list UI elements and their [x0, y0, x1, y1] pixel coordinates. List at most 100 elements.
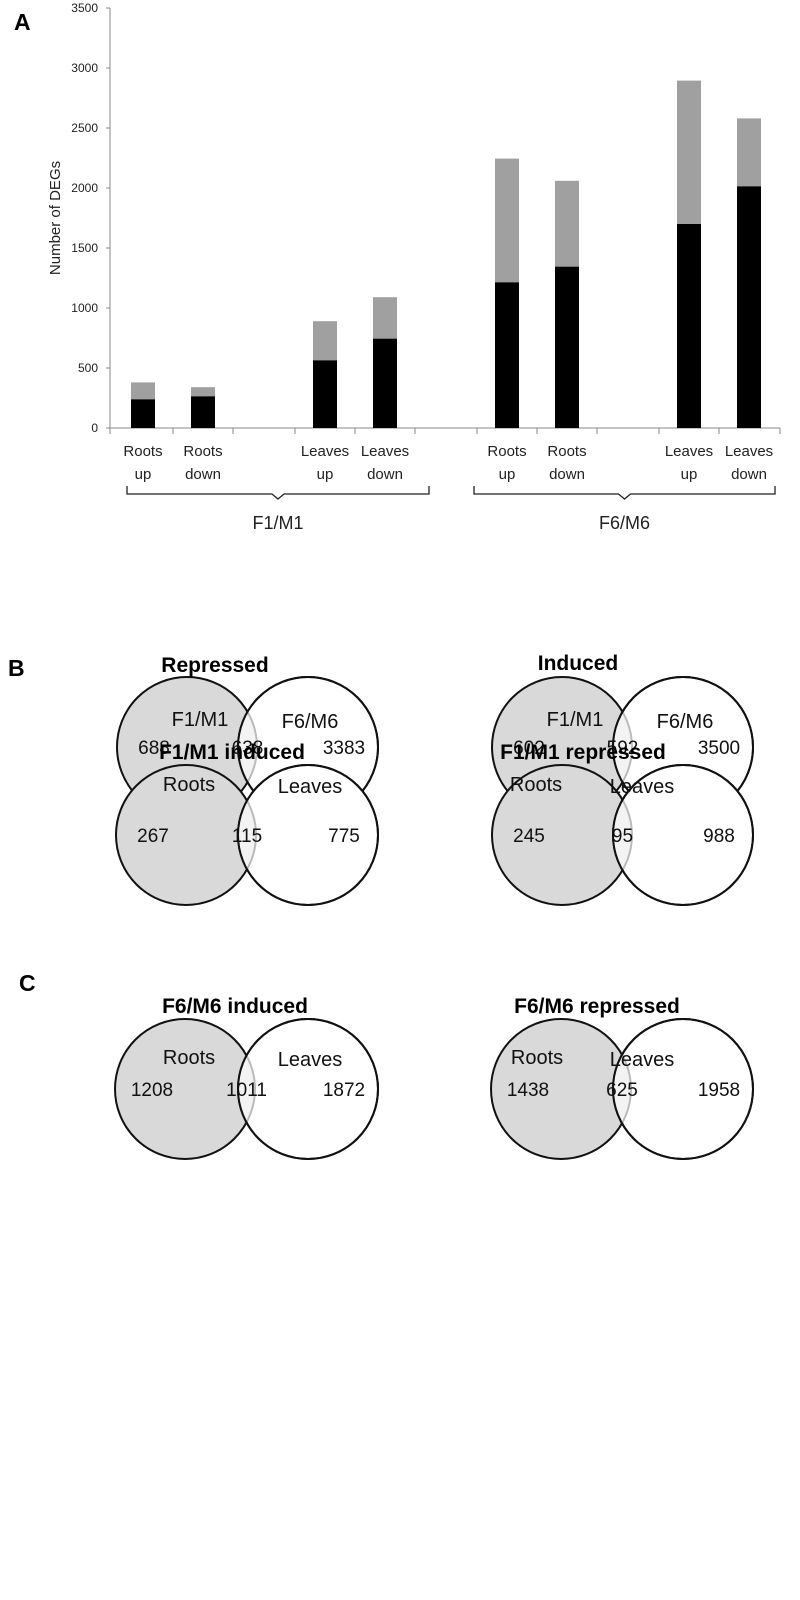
- venn-right-outline: [237, 1018, 379, 1160]
- bar-segment-grey: [555, 180, 579, 267]
- category-label: Leaves: [725, 443, 773, 460]
- venn-right-only-count: 3500: [698, 738, 740, 759]
- category-label: up: [135, 466, 152, 483]
- venn-right-outline: [237, 764, 379, 906]
- venn-overlap-count: 592: [607, 738, 639, 759]
- panel-label-c: C: [19, 970, 36, 996]
- stacked-bar-chart: Number of DEGs 0 500 1000 1500 2000 2500 3000 3…: [47, 1, 781, 533]
- venn-left-label: Roots: [511, 1047, 563, 1069]
- bar-segment-grey: [373, 297, 397, 339]
- venn-right-only-count: 1958: [698, 1080, 740, 1101]
- venn-left-only-count: 688: [138, 738, 170, 759]
- venn-right-only-count: 1872: [323, 1080, 365, 1101]
- venn-title: F6/M6 induced: [162, 995, 308, 1018]
- y-tick-label: 3500: [71, 1, 98, 15]
- category-label: down: [731, 466, 767, 483]
- venn-right-label: Leaves: [610, 1049, 675, 1071]
- category-labels: Roots up Roots down Leaves up Leaves down Roots u…: [123, 443, 773, 483]
- bar-segment-dark: [677, 224, 701, 428]
- venn-overlap-count: 638: [232, 738, 264, 759]
- venn-overlap-count: 1011: [226, 1080, 267, 1101]
- category-label: down: [185, 466, 221, 483]
- category-label: Roots: [487, 443, 526, 460]
- venn-inner-arc: [238, 765, 257, 905]
- bar-segment-dark: [373, 338, 397, 428]
- group-bracket: [473, 486, 776, 500]
- venn-left-only-count: 602: [513, 738, 545, 759]
- venn-right-only-count: 3383: [323, 738, 365, 759]
- venn-right-label: F6/M6: [657, 711, 714, 733]
- bar-segment-dark: [737, 186, 761, 428]
- venn-left-label: F1/M1: [547, 709, 604, 731]
- venn-left-only-count: 1208: [131, 1080, 173, 1101]
- y-tick-label: 3000: [71, 61, 98, 75]
- category-label: up: [681, 466, 698, 483]
- venn-diagram: F6/M6 induced Roots Leaves 1208 1011 1872: [114, 995, 379, 1160]
- venn-left-only-count: 1438: [507, 1080, 549, 1101]
- bar-segment-dark: [313, 360, 337, 428]
- venn-overlap-count: 95: [612, 826, 633, 847]
- y-tick-label: 500: [78, 361, 98, 375]
- venn-right-label: Leaves: [278, 1049, 343, 1071]
- venn-right-outline: [612, 1018, 754, 1160]
- bar-segment-grey: [131, 382, 155, 400]
- bar-segment-grey: [677, 80, 701, 224]
- venn-title: F1/M1 induced: [159, 741, 305, 764]
- group-brackets: F1/M1 F6/M6: [126, 486, 776, 533]
- category-label: Roots: [123, 443, 162, 460]
- venn-inner-arc: [613, 1019, 632, 1159]
- venn-left-only-count: 245: [513, 826, 545, 847]
- y-ticks: 0 500 1000 1500 2000 2500 3000 3500: [71, 1, 781, 435]
- category-label: Roots: [547, 443, 586, 460]
- bar-segment-grey: [313, 321, 337, 361]
- category-label: down: [549, 466, 585, 483]
- y-tick-label: 2000: [71, 181, 98, 195]
- category-label: Leaves: [301, 443, 349, 460]
- y-tick-label: 1000: [71, 301, 98, 315]
- venn-diagram: F1/M1 induced Roots Leaves 267 115 775: [115, 741, 379, 906]
- venn-title: Repressed: [161, 654, 268, 677]
- venn-title: F6/M6 repressed: [514, 995, 680, 1018]
- venn-overlap-count: 115: [232, 826, 262, 847]
- venn-overlap-count: 625: [606, 1080, 638, 1101]
- bar-segment-grey: [737, 118, 761, 187]
- category-label: up: [317, 466, 334, 483]
- panel-label-b: B: [8, 655, 25, 681]
- bar-segment-grey: [191, 387, 215, 397]
- group-label: F1/M1: [252, 513, 303, 533]
- venn-inner-arc: [238, 1019, 256, 1159]
- bar-segment-dark: [555, 266, 579, 428]
- venn-right-only-count: 988: [703, 826, 735, 847]
- category-label: Leaves: [665, 443, 713, 460]
- venn-title: Induced: [538, 652, 619, 675]
- group-bracket: [126, 486, 430, 500]
- venn-left-label: F1/M1: [172, 709, 229, 731]
- venn-diagram: F6/M6 repressed Roots Leaves 1438 625 1958: [490, 995, 754, 1160]
- venn-inner-arc: [613, 677, 633, 817]
- venn-inner-arc: [613, 765, 633, 905]
- bar-segment-dark: [495, 282, 519, 428]
- venn-diagrams: Repressed F1/M1 F6/M6 688 638 3383 Induced F1/M…: [114, 652, 754, 1160]
- bar-segment-dark: [131, 399, 155, 428]
- category-label: Roots: [183, 443, 222, 460]
- venn-left-label: Roots: [510, 774, 562, 796]
- venn-right-label: F6/M6: [282, 711, 339, 733]
- venn-inner-arc: [238, 677, 258, 817]
- venn-right-only-count: 775: [328, 826, 360, 847]
- panel-label-a: A: [14, 9, 31, 35]
- y-tick-label: 2500: [71, 121, 98, 135]
- venn-title: F1/M1 repressed: [500, 741, 666, 764]
- category-label: Leaves: [361, 443, 409, 460]
- category-label: down: [367, 466, 403, 483]
- bar-segment-grey: [495, 158, 519, 283]
- venn-right-label: Leaves: [278, 776, 343, 798]
- venn-left-label: Roots: [163, 1047, 215, 1069]
- venn-left-only-count: 267: [137, 826, 169, 847]
- venn-right-label: Leaves: [610, 776, 675, 798]
- venn-right-outline: [612, 764, 754, 906]
- y-tick-label: 0: [91, 421, 98, 435]
- bar-segment-dark: [191, 396, 215, 428]
- bars: [131, 80, 761, 428]
- venn-left-label: Roots: [163, 774, 215, 796]
